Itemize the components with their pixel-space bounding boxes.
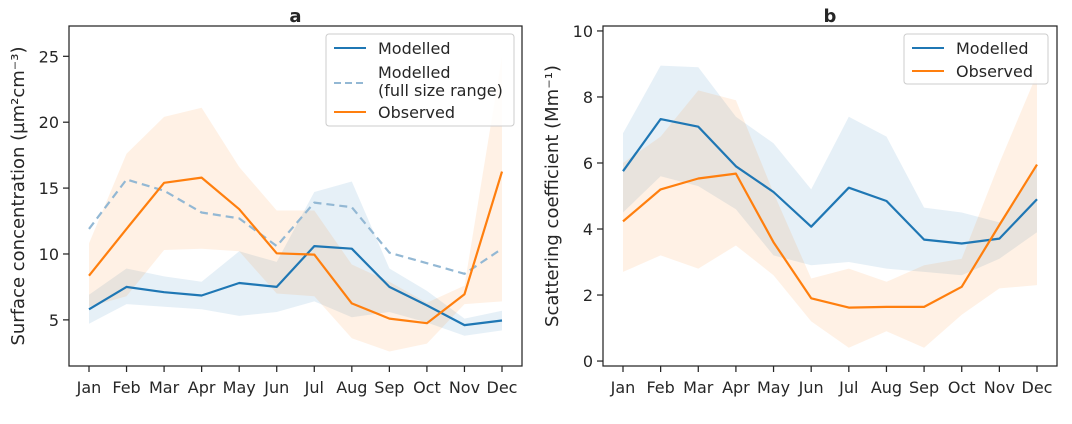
x-tick-label: Feb: [646, 378, 674, 397]
x-tick-label: Jun: [798, 378, 824, 397]
band-modelled: [623, 65, 1037, 276]
legend-label-observed: Observed: [378, 103, 455, 122]
y-tick-label: 20: [39, 113, 59, 132]
y-axis-ticks: 5 10 15 20 25: [39, 47, 69, 330]
x-tick-label: Jan: [610, 378, 636, 397]
series-lines: [622, 118, 1038, 309]
x-tick-label: Dec: [487, 378, 518, 397]
band-observed: [623, 73, 1037, 348]
legend-label-modelled: Modelled: [956, 39, 1028, 58]
x-tick-label: Nov: [984, 378, 1015, 397]
uncertainty-bands: [89, 56, 502, 352]
series-line-1: [622, 164, 1038, 309]
x-tick-label: Nov: [449, 378, 480, 397]
x-tick-label: Oct: [948, 378, 976, 397]
chart-panel-a: Jan Feb Mar Apr May Jun Jul Aug Sep Oct Nov Dec 5 10…: [8, 6, 523, 397]
legend: Modelled Modelled (full size range) Obser…: [325, 33, 515, 127]
chart-panel-b: Jan Feb Mar Apr May Jun Jul Aug Sep Oct Nov Dec 0 2 4…: [542, 6, 1058, 397]
y-tick-label: 15: [39, 179, 59, 198]
y-tick-label: 6: [583, 154, 593, 173]
legend-box: [325, 33, 515, 127]
x-tick-label: Aug: [336, 378, 367, 397]
x-tick-label: Jun: [263, 378, 289, 397]
plot-frame: [68, 25, 523, 367]
band-modelled: [89, 181, 502, 336]
series-lines: [88, 171, 504, 327]
y-tick-label: 4: [583, 220, 593, 239]
series-line-0: [622, 118, 1038, 245]
y-tick-label: 5: [49, 311, 59, 330]
x-axis-ticks: Jan Feb Mar Apr May Jun Jul Aug Sep Oct Nov Dec: [76, 366, 518, 397]
x-tick-label: Jul: [304, 378, 324, 397]
y-axis-label: Scattering coefficient (Mm⁻¹): [542, 65, 563, 327]
x-tick-label: Jul: [838, 378, 858, 397]
x-tick-label: May: [223, 378, 256, 397]
series-line-2: [88, 171, 504, 325]
x-tick-label: Sep: [374, 378, 404, 397]
x-tick-label: Mar: [683, 378, 714, 397]
panel-title: a: [289, 6, 301, 27]
x-tick-label: May: [757, 378, 790, 397]
x-tick-label: Mar: [149, 378, 180, 397]
x-tick-label: Aug: [871, 378, 902, 397]
legend-label-modelled: Modelled: [378, 39, 450, 58]
plot-frame: [602, 25, 1058, 367]
x-tick-label: Jan: [76, 378, 102, 397]
x-tick-label: Dec: [1022, 378, 1053, 397]
y-tick-label: 10: [39, 245, 59, 264]
y-tick-label: 2: [583, 286, 593, 305]
y-tick-label: 8: [583, 88, 593, 107]
x-tick-label: Apr: [722, 378, 750, 397]
y-axis-ticks: 0 2 4 6 8 10: [573, 22, 603, 371]
legend: Modelled Observed: [903, 33, 1049, 85]
y-tick-label: 25: [39, 47, 59, 66]
y-tick-label: 10: [573, 22, 593, 41]
band-observed: [89, 56, 502, 352]
y-tick-label: 0: [583, 352, 593, 371]
y-axis-label: Surface concentration (µm²cm⁻³): [8, 46, 29, 345]
x-axis-ticks: Jan Feb Mar Apr May Jun Jul Aug Sep Oct Nov Dec: [610, 366, 1053, 397]
legend-label-observed: Observed: [956, 62, 1033, 81]
uncertainty-bands: [623, 65, 1037, 348]
x-tick-label: Apr: [188, 378, 216, 397]
x-tick-label: Oct: [413, 378, 441, 397]
legend-label-modelled-full-range: Modelled (full size range): [378, 63, 503, 100]
panel-title: b: [824, 6, 837, 27]
x-tick-label: Sep: [909, 378, 939, 397]
series-line-0: [88, 245, 503, 327]
x-tick-label: Feb: [112, 378, 140, 397]
